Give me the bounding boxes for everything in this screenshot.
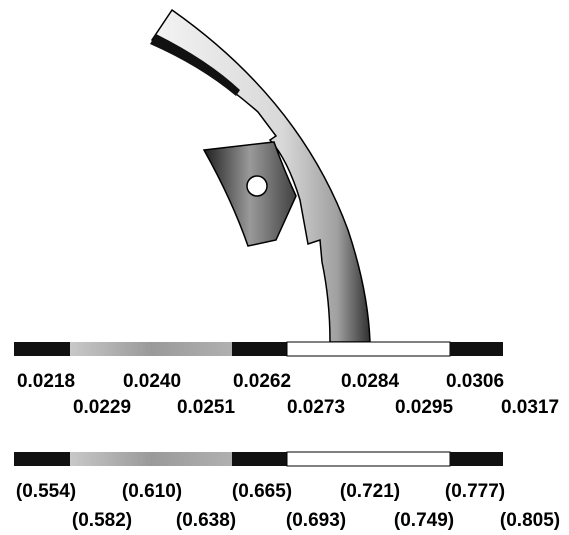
scale-label: (0.749) (394, 510, 454, 531)
scale-label: (0.777) (445, 481, 505, 502)
scale-label: (0.638) (176, 510, 236, 531)
bar-segment (70, 342, 232, 356)
scale-label: 0.0229 (73, 397, 131, 418)
scale-bar-1 (14, 342, 503, 356)
scale-label: 0.0284 (341, 371, 400, 392)
scale-label: 0.0317 (501, 397, 559, 418)
bar-segment (287, 342, 450, 356)
bar-segment (450, 452, 503, 466)
scale-bar-2 (14, 452, 503, 466)
bar-segment (450, 342, 503, 356)
bar-segment (287, 452, 450, 466)
bar-segment (14, 452, 70, 466)
scale-label: (0.665) (232, 481, 292, 502)
bar-segment (232, 452, 287, 466)
scale-label: (0.610) (122, 481, 182, 502)
figure: 0.0218 0.0240 0.0262 0.0284 0.0306 0.0229 0.02… (0, 0, 569, 535)
scale-label: 0.0295 (395, 397, 454, 418)
scale-label: (0.721) (340, 481, 400, 502)
pin-hole (247, 176, 267, 196)
scale-label: (0.554) (16, 481, 76, 502)
bar-segment (70, 452, 232, 466)
scale-label: 0.0262 (233, 371, 291, 392)
part-drawing (150, 10, 370, 342)
scale-label: 0.0240 (123, 371, 181, 392)
bar-segment (232, 342, 287, 356)
scale-label: (0.582) (72, 510, 132, 531)
scale-label: 0.0273 (287, 397, 345, 418)
scale-label: 0.0218 (17, 371, 75, 392)
scale-label: 0.0251 (177, 397, 236, 418)
scale-label: (0.693) (286, 510, 346, 531)
scale-label: (0.805) (500, 510, 560, 531)
scale-label: 0.0306 (446, 371, 504, 392)
bar-segment (14, 342, 70, 356)
